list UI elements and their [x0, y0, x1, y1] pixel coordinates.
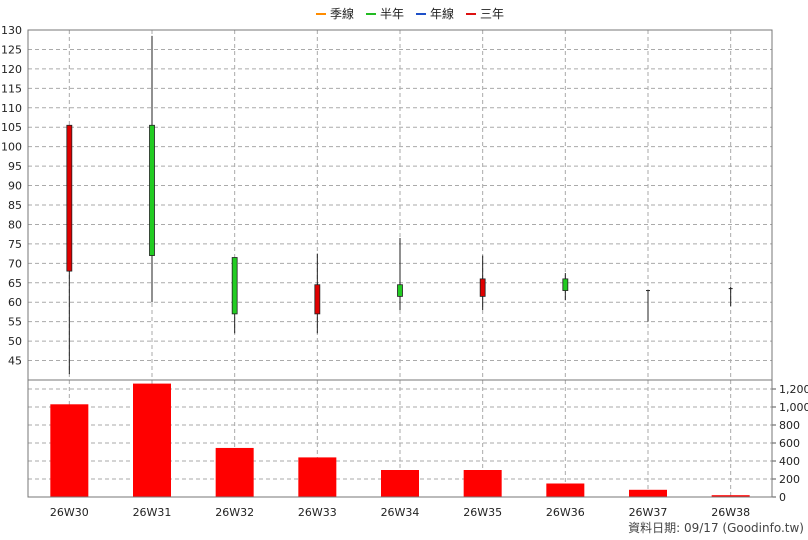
- volume-bar: [298, 457, 337, 497]
- price-grid: [28, 29, 772, 380]
- volume-tick-label: 200: [779, 473, 800, 486]
- x-tick-label: 26W36: [546, 506, 585, 519]
- price-tick-label: 125: [1, 43, 22, 56]
- price-tick-label: 110: [1, 102, 22, 115]
- price-tick-label: 60: [8, 296, 22, 309]
- candle: [231, 257, 238, 334]
- legend-label: 三年: [480, 7, 504, 21]
- candle-body: [479, 278, 486, 297]
- price-tick-label: 100: [1, 141, 22, 154]
- footer-source: 資料日期: 09/17 (Goodinfo.tw): [628, 521, 804, 535]
- volume-bar: [629, 489, 667, 497]
- candle-body: [149, 124, 155, 256]
- volume-bar: [215, 447, 254, 497]
- price-tick-label: 115: [1, 82, 22, 95]
- candle-body: [231, 257, 238, 315]
- volume-bar: [50, 404, 89, 497]
- volume-bar: [133, 383, 171, 497]
- volume-tick-label: 600: [779, 437, 800, 450]
- price-tick-label: 80: [8, 218, 22, 231]
- x-tick-label: 26W30: [50, 506, 89, 519]
- price-tick-label: 45: [8, 355, 22, 368]
- volume-pane-frame: [27, 379, 773, 498]
- price-tick-label: 75: [8, 238, 22, 251]
- candle: [646, 290, 650, 322]
- x-tick-label: 26W37: [629, 506, 668, 519]
- x-tick-label: 26W33: [298, 506, 337, 519]
- x-tick-label: 26W34: [381, 506, 420, 519]
- price-tick-label: 95: [8, 160, 22, 173]
- price-tick-label: 120: [1, 63, 22, 76]
- volume-tick-label: 400: [779, 455, 800, 468]
- price-axis-ticks: 45 50 55 60 65 70 75 80 85 90 95 100 105 110 115 120 125…: [1, 24, 22, 368]
- volume-axis-ticks: 0 200 400 600 800 1,000 1,200: [779, 383, 808, 504]
- x-tick-label: 26W38: [711, 506, 750, 519]
- x-tick-label: 26W31: [133, 506, 172, 519]
- volume-bars: [50, 383, 750, 497]
- price-tick-label: 105: [1, 121, 22, 134]
- candles: [66, 35, 733, 375]
- x-axis-ticks: 26W30 26W31 26W32 26W33 26W34 26W35 26W36 26W37…: [50, 506, 750, 519]
- price-tick-label: 50: [8, 335, 22, 348]
- candle-body: [397, 284, 403, 297]
- volume-bar: [463, 470, 502, 497]
- candle: [562, 273, 569, 301]
- volume-bar: [546, 483, 585, 497]
- legend-item: 年線: [416, 6, 454, 21]
- candle: [479, 255, 486, 310]
- legend-label: 年線: [430, 6, 454, 21]
- legend-item: 三年: [466, 7, 504, 21]
- legend-item: 季線: [316, 6, 354, 21]
- price-tick-label: 85: [8, 199, 22, 212]
- price-tick-label: 65: [8, 277, 22, 290]
- price-tick-label: 55: [8, 316, 22, 329]
- x-tick-label: 26W35: [463, 506, 502, 519]
- candle-body: [66, 124, 73, 272]
- legend: 季線 半年 年線 三年: [316, 6, 504, 21]
- legend-item: 半年: [366, 7, 404, 21]
- candle-body: [314, 284, 321, 315]
- volume-bar: [711, 495, 750, 497]
- volume-tick-label: 1,000: [779, 401, 808, 414]
- candle-body: [562, 278, 569, 291]
- volume-grid: [28, 380, 776, 498]
- volume-tick-label: 0: [779, 491, 786, 504]
- price-tick-label: 90: [8, 180, 22, 193]
- volume-bar: [381, 470, 419, 497]
- candle: [397, 238, 403, 310]
- price-tick-label: 70: [8, 257, 22, 270]
- legend-label: 季線: [330, 6, 354, 21]
- x-tick-label: 26W32: [215, 506, 254, 519]
- candle: [314, 253, 321, 334]
- candle: [728, 286, 733, 307]
- legend-label: 半年: [380, 7, 404, 21]
- price-tick-label: 130: [1, 24, 22, 37]
- candle: [149, 35, 155, 303]
- volume-tick-label: 800: [779, 419, 800, 432]
- volume-tick-label: 1,200: [779, 383, 808, 396]
- candle: [66, 124, 73, 375]
